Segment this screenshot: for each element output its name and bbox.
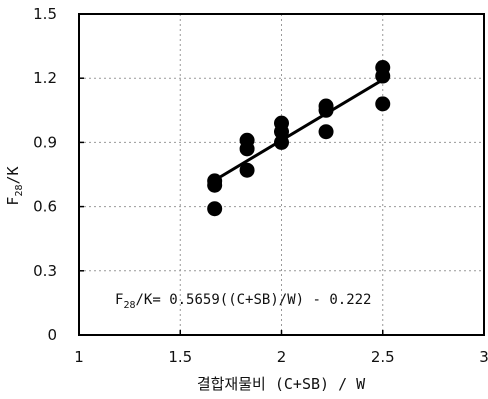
- y-tick-label: 1.2: [33, 69, 57, 87]
- y-axis-label-main: F: [4, 197, 22, 206]
- x-axis-label: 결합재물비 (C+SB) / W: [197, 375, 366, 393]
- regression-equation: F28/K= 0.5659((C+SB)/W) - 0.222: [115, 292, 372, 311]
- y-tick-label: 0: [47, 326, 57, 344]
- y-tick-label: 0.3: [33, 262, 57, 280]
- data-point: [375, 96, 391, 112]
- equation-prefix: F: [115, 292, 123, 308]
- y-tick-label: 1.5: [33, 5, 57, 23]
- x-tick-labels: 1 1.5 2 2.5 3: [74, 348, 488, 366]
- data-point: [239, 162, 255, 178]
- data-points: [207, 60, 391, 217]
- y-axis-label-rest: /K: [4, 166, 22, 184]
- equation-rest: /K= 0.5659((C+SB)/W) - 0.222: [135, 292, 371, 308]
- axis-ticks: [78, 13, 485, 336]
- data-point: [274, 134, 289, 150]
- x-tick-label: 1.5: [168, 348, 192, 366]
- equation-subscript: 28: [123, 300, 135, 311]
- x-tick-label: 3: [479, 348, 488, 366]
- data-point: [318, 102, 334, 118]
- y-tick-labels: 0 0.3 0.6 0.9 1.2 1.5: [33, 5, 57, 344]
- fit-line: [213, 78, 384, 182]
- y-tick-label: 0.6: [33, 198, 57, 216]
- y-axis-label-subscript: 28: [14, 184, 25, 196]
- data-point: [318, 124, 334, 140]
- x-tick-label: 1: [74, 348, 84, 366]
- y-tick-label: 0.9: [33, 133, 57, 151]
- data-point: [274, 124, 289, 140]
- data-point: [375, 68, 391, 84]
- y-axis-label: F28/K: [4, 166, 25, 205]
- x-tick-label: 2.5: [371, 348, 395, 366]
- grid-lines: [79, 14, 484, 335]
- x-tick-label: 2: [277, 348, 287, 366]
- data-point: [239, 141, 255, 157]
- data-point: [207, 177, 223, 193]
- data-point: [207, 201, 223, 217]
